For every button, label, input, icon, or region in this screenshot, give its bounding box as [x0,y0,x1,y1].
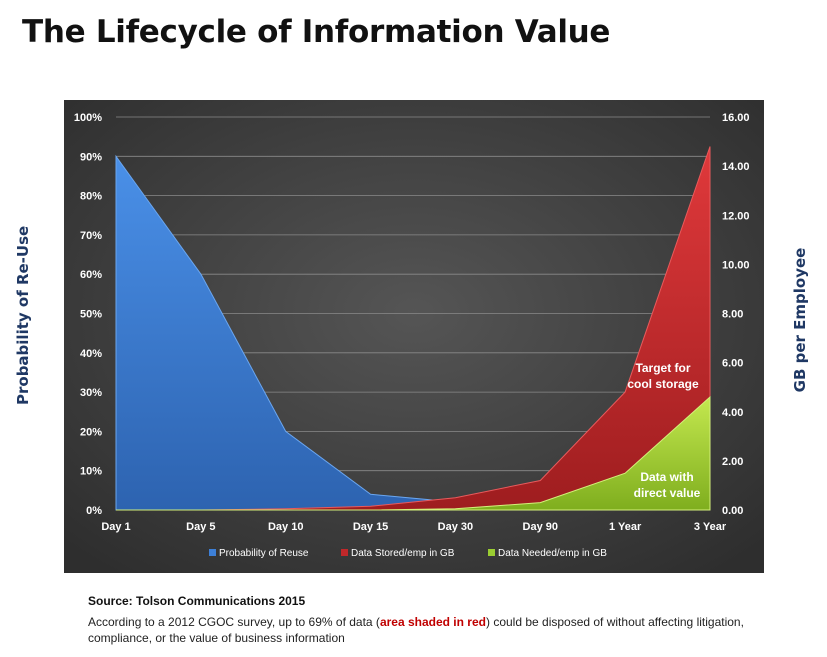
x-tick-label: Day 30 [438,521,473,533]
y-right-tick-label: 10.00 [722,259,750,271]
y-right-tick-label: 12.00 [722,210,750,222]
annotation-label: Target for [635,361,690,375]
y-left-tick-label: 90% [80,151,102,163]
y-left-tick-label: 0% [86,505,102,517]
y-left-tick-label: 30% [80,387,102,399]
legend-swatch [209,549,216,556]
page-title: The Lifecycle of Information Value [22,14,611,50]
y-right-tick-label: 2.00 [722,456,743,468]
x-tick-label: Day 5 [186,521,215,533]
right-axis-title: GB per Employee [791,247,809,393]
note-before: According to a 2012 CGOC survey, up to 6… [88,615,380,629]
y-right-tick-label: 16.00 [722,112,750,124]
y-left-tick-label: 10% [80,466,102,478]
x-tick-label: Day 10 [268,521,303,533]
y-right-tick-label: 8.00 [722,309,743,321]
y-left-tick-label: 40% [80,348,102,360]
x-tick-label: 3 Year [694,521,727,533]
x-tick-label: Day 1 [101,521,130,533]
y-right-tick-label: 14.00 [722,161,750,173]
y-right-tick-label: 4.00 [722,407,743,419]
annotation-label: Data with [640,470,693,484]
y-left-tick-label: 100% [74,112,102,124]
y-left-tick-label: 70% [80,230,102,242]
y-left-tick-label: 50% [80,309,102,321]
y-left-tick-label: 20% [80,426,102,438]
note-highlight: area shaded in red [379,615,486,629]
note-after: ) could be disposed of without affecting… [88,615,744,645]
left-axis-title: Probability of Re-Use [14,225,32,405]
legend-label: Data Stored/emp in GB [351,548,455,559]
chart: 0% 10% 20% 30% 40% 50% 60% 70% 80% 90% 100% 0.00 2.0… [64,100,764,573]
x-tick-label: Day 15 [353,521,388,533]
annotation-label: direct value [634,486,701,500]
y-right-tick-label: 6.00 [722,358,743,370]
note-text: According to a 2012 CGOC survey, up to 6… [88,614,778,646]
annotation-label: cool storage [627,377,699,391]
x-tick-label: 1 Year [609,521,642,533]
legend-swatch [341,549,348,556]
x-tick-label: Day 90 [523,521,558,533]
source-text: Source: Tolson Communications 2015 [88,594,306,608]
legend-label: Probability of Reuse [219,548,309,559]
series-area-data-needed [116,395,711,511]
legend-label: Data Needed/emp in GB [498,548,607,559]
legend-swatch [488,549,495,556]
y-left-tick-label: 80% [80,191,102,203]
y-right-tick-label: 0.00 [722,505,743,517]
y-left-tick-label: 60% [80,269,102,281]
